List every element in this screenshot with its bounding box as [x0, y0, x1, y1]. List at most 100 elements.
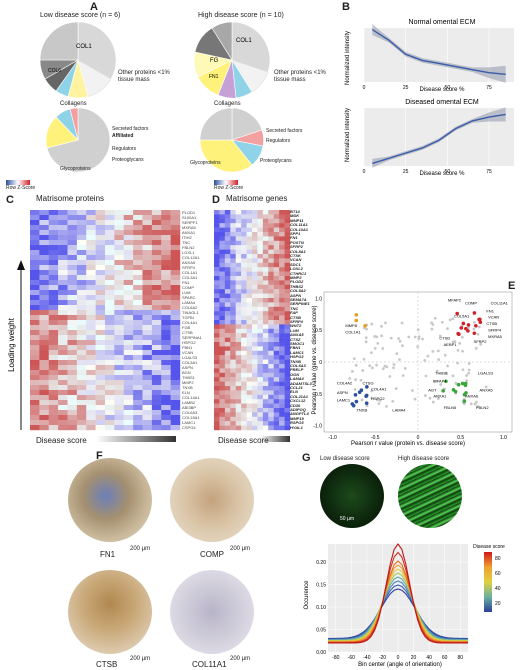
heatmap-c-cell	[123, 340, 134, 346]
heatmap-d-cell	[279, 271, 285, 277]
legend-d-bar	[214, 180, 238, 185]
scatter-point	[353, 387, 357, 391]
heatmap-c-cell	[67, 290, 78, 296]
heatmap-d-cell	[235, 227, 242, 233]
gene-label-c: COL15A1	[182, 415, 200, 420]
heatmap-d-cell	[252, 346, 258, 351]
heatmap-c-cell	[161, 365, 171, 371]
scatter-point	[444, 371, 448, 375]
heatmap-d-cell	[262, 302, 269, 307]
heatmap-d-cell	[257, 258, 264, 263]
heatmap-c-cell	[58, 295, 68, 301]
heatmap-d-cell	[214, 394, 220, 400]
heatmap-c-cell	[142, 310, 153, 316]
heatmap-d-cell	[257, 302, 264, 307]
heatmap-d-cell	[279, 381, 285, 387]
gene-label-d: COL5A2	[290, 288, 306, 294]
heatmap-d-cell	[224, 254, 231, 259]
heatmap-d-cell	[224, 302, 231, 307]
heatmap-c-cell	[30, 255, 40, 261]
heatmap-d-cell	[241, 394, 247, 400]
heatmap-c-cell	[48, 340, 59, 346]
heatmap-c-cell	[58, 255, 68, 261]
heatmap-d-cell	[273, 280, 280, 285]
scatter-label: CTSG	[362, 380, 373, 385]
heatmap-d-cell	[246, 298, 253, 303]
heatmap-d-cell	[273, 289, 280, 294]
gene-label-c: COL6A3	[182, 410, 198, 415]
heatmap-c-cell	[95, 300, 106, 306]
scatter-highlight	[444, 379, 448, 384]
scatter-point	[407, 335, 411, 339]
heatmap-d-cell	[246, 408, 253, 413]
heatmap-c-cell	[58, 390, 68, 396]
heatmap-c-cell	[105, 260, 115, 266]
scatter-point	[352, 357, 356, 361]
scatter-label: FBLN5	[444, 405, 457, 410]
heatmap-c-cell	[67, 390, 78, 396]
heatmap-c-cell	[39, 270, 49, 276]
legend-g-tick: 20	[495, 601, 501, 607]
heatmap-c-cell	[170, 415, 181, 421]
heatmap-d-cell	[273, 403, 280, 409]
gene-label-d: LAMA4	[290, 376, 304, 382]
heatmap-c-cell	[86, 280, 96, 286]
heatmap-c-cell	[161, 310, 171, 316]
heatmap-d-cell	[284, 333, 291, 338]
heatmap-d-cell	[273, 320, 280, 325]
heatmap-c-cell	[48, 355, 59, 361]
heatmap-d-cell	[268, 280, 274, 285]
collagens-label: Collagens	[60, 101, 87, 107]
heatmap-d-cell	[219, 350, 226, 356]
heatmap-d-cell	[268, 328, 274, 334]
heatmap-c-cell	[86, 315, 96, 321]
gene-label-c: COL1A1	[182, 270, 198, 275]
heatmap-c-cell	[58, 350, 68, 356]
scatter-highlight	[353, 393, 358, 397]
heatmap-c-cell	[123, 305, 134, 311]
heatmap-c-cell	[151, 410, 162, 416]
heatmap-c-cell	[86, 345, 96, 351]
heatmap-c-cell	[161, 305, 171, 311]
heatmap-d-cell	[268, 390, 274, 395]
scatter-point	[465, 379, 469, 383]
heatmap-d-cell	[268, 359, 274, 365]
scatter-highlight	[478, 317, 482, 322]
heatmap-d-cell	[279, 359, 285, 365]
line-charts-b: Normalized intensity Normalized intensit…	[345, 19, 514, 177]
heatmap-c-cell	[30, 290, 40, 296]
heatmap-d-cell	[214, 359, 220, 365]
heatmap-d-cell	[284, 306, 291, 312]
gene-label-c: SERPF1	[182, 220, 198, 225]
heatmap-d-cell	[279, 346, 285, 351]
heatmap-c-cell	[95, 305, 106, 311]
heatmap-d-cell	[252, 232, 258, 237]
heatmap-c-cell	[170, 305, 181, 311]
gene-label-d: LUM	[290, 327, 299, 333]
heatmap-d-cell	[279, 214, 285, 219]
heatmap-d-cell	[241, 350, 247, 356]
heatmap-d-cell	[273, 227, 280, 233]
panel-b: B Normalized intensity Normalized intens…	[342, 0, 520, 178]
heatmap-d-cell	[273, 249, 280, 255]
heatmap-d-cell	[230, 390, 236, 395]
heatmap-c-cell	[114, 395, 124, 401]
heatmap-c-cell	[114, 425, 124, 431]
heatmap-c-cell	[39, 260, 49, 266]
heatmap-c-cell	[30, 415, 40, 421]
heatmap-d-cell	[268, 302, 274, 307]
heatmap-c-cell	[48, 305, 59, 311]
heatmap-d-cell	[252, 320, 258, 325]
heatmap-c-cell	[114, 245, 124, 251]
heatmap-c-cell	[39, 340, 49, 346]
heatmap-d-cell	[241, 245, 247, 250]
heatmap-d-cell	[273, 408, 280, 413]
heatmap-c-cell	[48, 210, 59, 216]
heatmap-d-cell	[224, 408, 231, 413]
heatmap-d-cell	[284, 403, 291, 409]
ylabel-b1: Normalized intensity	[345, 31, 351, 85]
heatmap-c-cell	[39, 345, 49, 351]
heatmap-d-cell	[273, 284, 280, 290]
heatmap-c-cell	[86, 370, 96, 376]
heatmap-c-cell	[105, 425, 115, 431]
